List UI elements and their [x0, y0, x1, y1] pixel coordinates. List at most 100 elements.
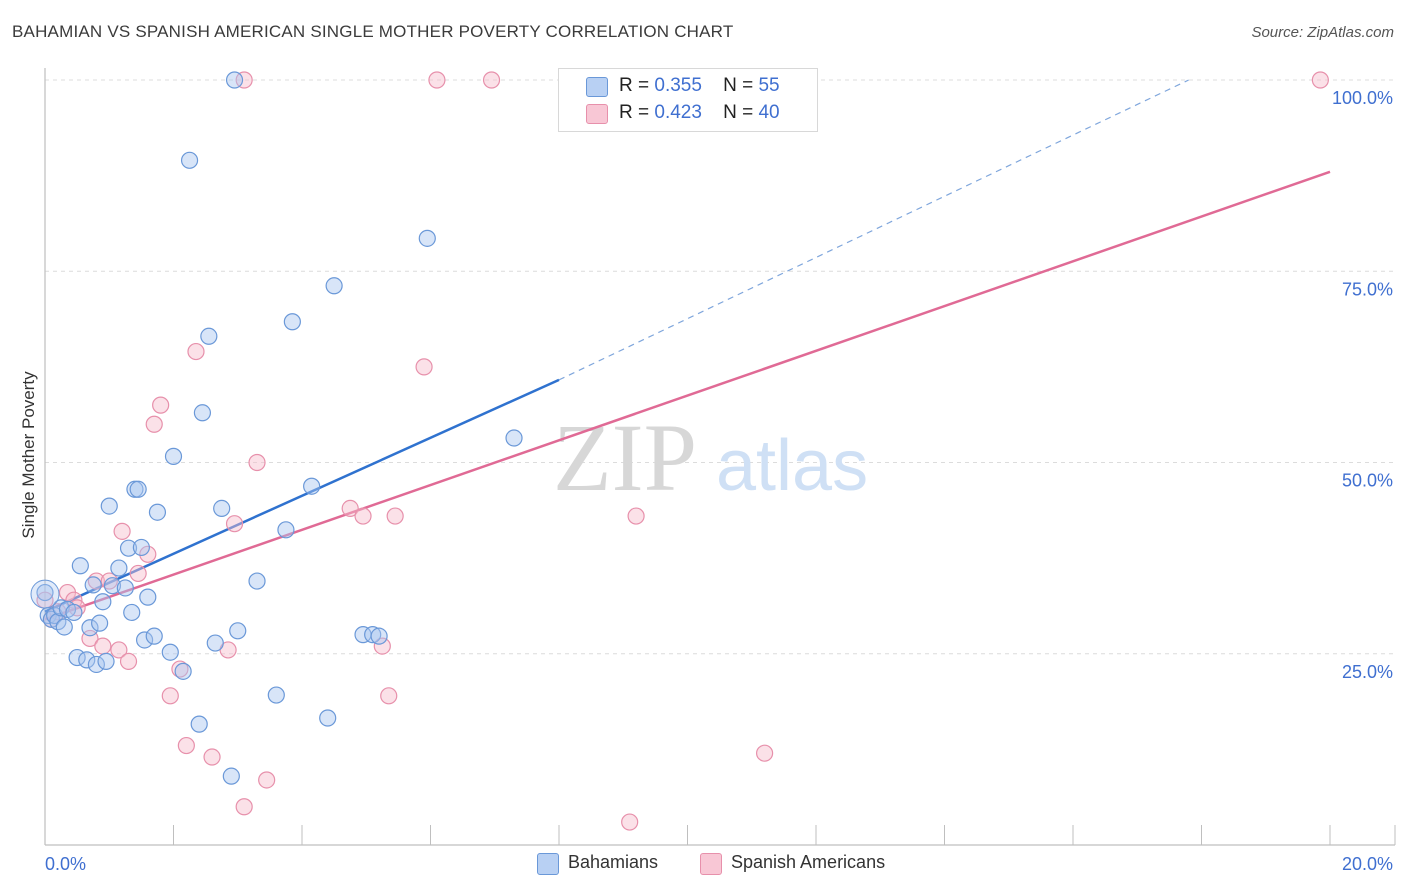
point-bahamians [164, 447, 183, 465]
point-bahamians [103, 577, 122, 595]
point-spanish-americans [755, 744, 774, 762]
legend-n-label: N = [723, 102, 754, 123]
point-spanish-americans [177, 736, 195, 755]
point-spanish-americans [119, 652, 138, 671]
points-layer [30, 71, 1329, 831]
point-spanish-americans [415, 358, 433, 376]
y-axis-title: Single Mother Poverty [19, 371, 38, 539]
point-bahamians [174, 662, 192, 680]
legend-r-value-bahamians: 0.355 [654, 75, 702, 96]
point-bahamians [71, 557, 89, 575]
point-spanish-americans [482, 71, 501, 89]
point-bahamians [100, 497, 118, 515]
point-spanish-americans [386, 507, 404, 525]
point-spanish-americans [235, 71, 253, 89]
point-spanish-americans [145, 415, 163, 433]
point-bahamians [283, 313, 301, 331]
point-bahamians [303, 477, 321, 495]
point-spanish-americans [203, 748, 221, 766]
point-bahamians [213, 499, 231, 517]
point-spanish-americans [258, 771, 276, 789]
grid-layer [45, 79, 1395, 655]
point-bahamians [129, 480, 147, 498]
point-bahamians [55, 618, 73, 636]
point-bahamians [91, 614, 109, 632]
point-bahamians-large [30, 579, 60, 609]
point-bahamians [364, 626, 382, 644]
point-spanish-americans [152, 396, 170, 414]
point-bahamians [325, 277, 343, 295]
legend-swatch-spanish-americans [586, 104, 608, 124]
bottom-legend-label-bahamians: Bahamians [568, 852, 659, 872]
legend-r-label: R = [619, 75, 650, 96]
trend-line-bahamians [44, 378, 560, 613]
point-bahamians [206, 634, 224, 652]
point-spanish-americans [161, 687, 179, 705]
point-bahamians [505, 429, 523, 447]
point-spanish-americans [225, 515, 244, 533]
point-bahamians [248, 572, 266, 590]
bottom-legend-swatch-spanish-americans [700, 853, 722, 875]
point-bahamians [267, 686, 285, 704]
point-spanish-americans [380, 687, 398, 705]
point-spanish-americans [627, 507, 645, 525]
point-spanish-americans [235, 798, 253, 816]
y-tick-label: 100.0% [1332, 88, 1393, 108]
point-bahamians [277, 521, 295, 539]
point-bahamians [418, 229, 436, 247]
legend-r-label: R = [619, 102, 650, 123]
x-tick-label: 20.0% [1342, 854, 1393, 874]
point-spanish-americans [171, 660, 189, 678]
point-bahamians [78, 651, 96, 669]
point-spanish-americans [354, 507, 372, 525]
legend-n-value-bahamians: 55 [758, 75, 780, 96]
point-bahamians [97, 652, 115, 671]
watermark-atlas: atlas [716, 426, 868, 506]
point-bahamians [110, 559, 128, 577]
y-tick-label: 75.0% [1342, 279, 1393, 299]
x-tick-label: 0.0% [45, 854, 86, 874]
point-bahamians [132, 538, 150, 557]
legend-swatch-bahamians [586, 77, 608, 97]
point-bahamians [135, 631, 154, 649]
axis-layer [44, 68, 1396, 846]
y-tick-label: 25.0% [1342, 662, 1393, 682]
y-tick-label: 50.0% [1342, 471, 1393, 491]
point-bahamians [222, 767, 240, 785]
chart-source: Source: ZipAtlas.com [1251, 24, 1394, 41]
point-bahamians [319, 709, 337, 727]
watermark-zip: ZIP [553, 404, 697, 511]
point-bahamians [123, 603, 141, 622]
point-bahamians [193, 404, 212, 422]
point-bahamians [119, 539, 138, 557]
point-spanish-americans [110, 641, 128, 659]
legend-r-value-spanish-americans: 0.423 [654, 102, 702, 123]
point-spanish-americans [1311, 71, 1329, 89]
point-spanish-americans [248, 453, 266, 472]
point-bahamians [94, 593, 112, 611]
bottom-legend-label-spanish-americans: Spanish Americans [731, 852, 886, 872]
point-bahamians [81, 619, 99, 637]
bottom-legend-swatch-bahamians [537, 853, 559, 875]
legend-n-value-spanish-americans: 40 [758, 102, 780, 123]
trend-layer [44, 79, 1331, 621]
point-spanish-americans [428, 71, 446, 89]
point-bahamians [370, 627, 388, 645]
point-bahamians [229, 622, 247, 640]
point-bahamians [84, 576, 102, 594]
watermark: ZIP atlas [553, 404, 868, 511]
point-bahamians [200, 327, 218, 345]
point-bahamians [139, 588, 157, 606]
point-spanish-americans [129, 564, 147, 583]
point-bahamians [148, 503, 167, 521]
point-spanish-americans [373, 637, 391, 655]
trend-line-spanish-americans [44, 170, 1331, 621]
point-bahamians [52, 599, 70, 617]
point-bahamians [225, 71, 244, 89]
point-spanish-americans [100, 572, 118, 590]
point-spanish-americans [341, 499, 359, 517]
point-bahamians [116, 579, 134, 597]
point-bahamians [145, 627, 163, 645]
point-bahamians [36, 583, 54, 602]
